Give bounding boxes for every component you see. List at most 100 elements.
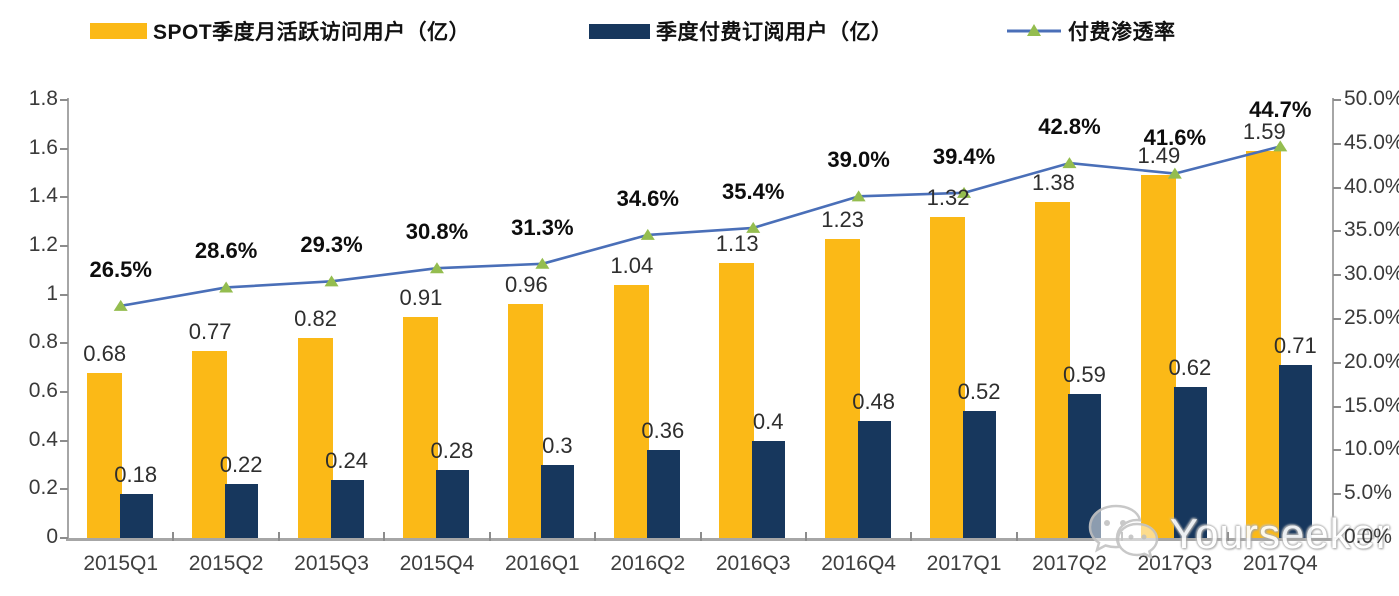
left-axis-tick-label: 0.8 — [28, 330, 58, 354]
triangle-marker — [429, 262, 444, 274]
left-axis-tick-label: 1.2 — [28, 233, 58, 256]
subs-bar — [330, 479, 364, 538]
right-axis-tick — [1333, 361, 1341, 364]
mau-bar — [402, 316, 438, 538]
left-axis-tick — [60, 439, 68, 442]
subs-value-label: 0.36 — [641, 418, 685, 444]
triangle-marker — [1273, 140, 1288, 152]
penetration-label: 34.6% — [616, 185, 679, 211]
mau-bar — [192, 350, 228, 538]
right-axis-tick — [1333, 537, 1341, 539]
right-axis-tick-label: 45.0% — [1344, 130, 1399, 154]
subs-value-label: 0.28 — [430, 437, 474, 463]
right-axis-tick-label: 5.0% — [1344, 481, 1392, 505]
left-axis-tick-label: 0.2 — [28, 476, 58, 500]
x-axis-tick — [910, 532, 913, 541]
left-axis-tick-label: 1.4 — [28, 184, 58, 208]
triangle-marker — [324, 275, 339, 287]
triangle-marker — [851, 190, 866, 202]
x-axis-category-label: 2017Q2 — [1032, 552, 1107, 575]
mau-value-label: 0.68 — [83, 340, 127, 366]
penetration-label: 41.6% — [1143, 124, 1207, 150]
subs-value-label: 0.18 — [114, 462, 158, 488]
mau-value-label: 1.13 — [715, 231, 759, 257]
legend-label-mau: SPOT季度月活跃访问用户（亿） — [153, 21, 471, 44]
right-axis-tick — [1333, 449, 1341, 452]
left-axis-tick-label: 1 — [46, 281, 58, 305]
penetration-label: 26.5% — [89, 256, 152, 282]
x-axis-tick — [699, 532, 702, 541]
navy-bar-swatch — [589, 23, 650, 39]
right-axis-tick-label: 50.0% — [1344, 87, 1399, 110]
x-axis-category-label: 2015Q3 — [294, 552, 369, 575]
right-axis-tick-label: 35.0% — [1344, 218, 1399, 242]
right-axis-tick — [1333, 274, 1341, 277]
mau-value-label: 1.32 — [926, 184, 970, 210]
subs-value-label: 0.71 — [1273, 333, 1317, 359]
x-axis-tick — [277, 532, 280, 541]
penetration-label: 42.8% — [1038, 114, 1101, 140]
mau-value-label: 1.23 — [821, 206, 865, 232]
right-axis-tick — [1333, 318, 1341, 320]
x-axis-category-label: 2017Q3 — [1137, 552, 1213, 575]
mau-bar — [297, 338, 333, 538]
mau-bar — [1246, 151, 1282, 538]
penetration-label: 39.4% — [932, 143, 996, 169]
x-axis-category-label: 2016Q3 — [715, 552, 791, 575]
mau-value-label: 1.04 — [610, 252, 654, 278]
left-axis-tick — [60, 99, 68, 101]
mau-value-label: 1.38 — [1032, 170, 1075, 196]
x-axis-tick — [172, 532, 175, 541]
subs-bar — [752, 440, 786, 538]
subs-bar — [963, 411, 997, 538]
legend-item-subs: 季度付费订阅用户（亿） — [589, 14, 893, 48]
left-axis-tick — [60, 147, 68, 150]
left-axis-tick-label: 0 — [46, 525, 58, 548]
mau-bar — [719, 263, 755, 538]
left-axis-tick — [60, 245, 68, 247]
subs-bar — [857, 421, 891, 538]
left-axis-tick — [60, 196, 68, 199]
legend-item-penetration: 付费渗透率 — [1006, 14, 1176, 48]
penetration-label: 39.0% — [827, 147, 890, 173]
subs-value-label: 0.52 — [957, 379, 1001, 405]
triangle-marker — [219, 281, 234, 293]
triangle-marker — [746, 221, 761, 233]
mau-value-label: 0.77 — [188, 318, 232, 344]
x-axis-category-label: 2016Q2 — [610, 552, 686, 575]
subs-bar — [1279, 365, 1313, 538]
right-axis-tick — [1333, 186, 1341, 189]
subs-value-label: 0.3 — [542, 433, 573, 458]
subs-value-label: 0.62 — [1168, 355, 1212, 381]
wechat-icon — [1088, 504, 1159, 560]
yellow-bar-swatch — [90, 23, 147, 39]
left-axis-tick — [60, 391, 68, 393]
subs-bar — [225, 484, 259, 538]
x-axis-category-label: 2015Q2 — [188, 552, 264, 575]
left-axis-tick — [60, 293, 68, 296]
right-axis-tick-label: 40.0% — [1344, 174, 1399, 198]
left-axis-tick-label: 0.6 — [28, 379, 58, 402]
legend-item-mau: SPOT季度月活跃访问用户（亿） — [90, 14, 470, 48]
x-axis-tick — [1226, 532, 1229, 541]
penetration-label: 44.7% — [1249, 97, 1312, 123]
subs-bar — [646, 450, 680, 538]
watermark: Yourseeker — [1086, 498, 1391, 570]
mau-bar — [508, 304, 544, 538]
x-axis-category-label: 2015Q4 — [399, 552, 475, 575]
x-axis-category-label: 2016Q4 — [821, 552, 896, 575]
left-axis-tick-label: 1.6 — [28, 135, 58, 159]
right-axis-tick-label: 30.0% — [1344, 262, 1399, 286]
mau-value-label: 0.96 — [504, 272, 548, 298]
x-axis-category-label: 2017Q1 — [926, 552, 1002, 575]
left-axis-tick — [60, 537, 68, 539]
subs-bar — [435, 469, 469, 538]
right-axis-tick-label: 15.0% — [1344, 393, 1399, 417]
right-axis-tick-label: 20.0% — [1344, 349, 1399, 373]
penetration-label: 28.6% — [194, 238, 258, 264]
x-axis-tick — [383, 532, 386, 541]
right-axis-tick — [1333, 99, 1341, 101]
mau-bar — [824, 238, 860, 538]
mau-value-label: 1.49 — [1137, 143, 1181, 169]
